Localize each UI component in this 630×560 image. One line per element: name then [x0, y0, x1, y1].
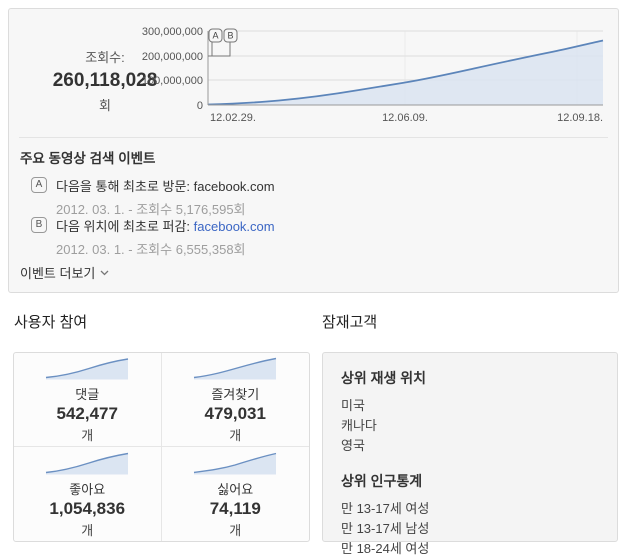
metric-label: 좋아요 — [69, 481, 106, 497]
likes-sparkline-chart — [46, 452, 129, 474]
metric-card-favorites[interactable]: 즐겨찾기 479,031 개 — [161, 353, 309, 447]
chart-line — [207, 39, 604, 106]
metric-card-likes[interactable]: 좋아요 1,054,836 개 — [14, 447, 162, 541]
y-axis-label: 0 — [197, 100, 203, 112]
demographic-item: 만 18-24세 여성 — [341, 541, 430, 556]
metric-card-dislikes[interactable]: 싫어요 74,119 개 — [162, 447, 310, 541]
metric-label: 싫어요 — [217, 481, 254, 497]
comments-sparkline-chart — [46, 358, 129, 380]
metric-unit: 개 — [229, 428, 242, 443]
metric-label: 댓글 — [75, 387, 100, 402]
metric-label: 즐겨찾기 — [211, 387, 260, 402]
favorites-sparkline-chart — [194, 357, 277, 380]
dislikes-sparkline-chart — [194, 452, 277, 474]
event-target-link-b[interactable]: facebook.com — [193, 219, 275, 234]
chart-event-marker-b-label: B — [227, 31, 233, 41]
audience-panel: 상위 재생 위치 미국 캐나다 영국 상위 인구통계 만 13-17세 여성 만… — [322, 352, 618, 556]
y-axis-label: 100,000,000 — [142, 75, 203, 87]
total-views-stat: 조회수: 260,118,028 회 — [9, 47, 201, 114]
top-locations-heading: 상위 재생 위치 — [341, 370, 427, 386]
more-events-link[interactable]: 이벤트 더보기 — [20, 263, 109, 282]
location-item: 영국 — [341, 438, 365, 453]
event-title-a: 다음을 통해 최초로 방문: facebook.com — [56, 176, 275, 195]
chart-event-marker-a[interactable]: A — [208, 28, 223, 43]
event-item-a: A 다음을 통해 최초로 방문: facebook.com 2012. 03. … — [31, 176, 275, 218]
views-label: 조회수: — [85, 50, 125, 65]
metric-card-comments[interactable]: 댓글 542,477 개 — [14, 353, 162, 447]
chevron-down-icon — [100, 270, 109, 275]
views-value: 260,118,028 — [52, 70, 158, 91]
section-divider — [19, 137, 608, 138]
audience-section-title: 잠재고객 — [322, 314, 378, 331]
views-unit: 회 — [99, 98, 111, 113]
engagement-section-title: 사용자 참여 — [14, 314, 88, 331]
event-item-b: B 다음 위치에 최초로 퍼감: facebook.com 2012. 03. … — [31, 216, 275, 258]
demographic-item: 만 13-17세 여성 — [341, 501, 430, 516]
y-axis-label: 300,000,000 — [142, 26, 203, 38]
demographic-item: 만 13-17세 남성 — [341, 521, 430, 536]
location-item: 캐나다 — [341, 418, 377, 433]
metric-value: 74,119 — [209, 498, 261, 518]
metric-value: 479,031 — [204, 404, 266, 423]
location-item: 미국 — [341, 398, 365, 413]
event-badge-b: B — [31, 217, 47, 233]
metric-unit: 개 — [81, 522, 94, 538]
x-axis-label: 12.06.09. — [382, 112, 428, 124]
metric-value: 542,477 — [56, 404, 118, 423]
overview-panel: 조회수: 260,118,028 회 A B 300,000,000 2 — [8, 8, 619, 293]
event-text-b: 다음 위치에 최초로 퍼감: — [56, 219, 194, 234]
metric-unit: 개 — [229, 522, 242, 538]
event-detail-b: 2012. 03. 1. - 조회수 6,555,358회 — [56, 242, 246, 257]
chart-area — [208, 40, 603, 105]
x-axis-label: 12.09.18. — [557, 112, 603, 124]
event-target-a: facebook.com — [193, 179, 275, 194]
event-marker-connector-b — [212, 42, 231, 57]
chart-event-marker-b[interactable]: B — [223, 28, 238, 43]
metric-unit: 개 — [81, 428, 94, 443]
chart-event-marker-a-label: A — [212, 31, 218, 41]
events-section-title: 주요 동영상 검색 이벤트 — [20, 151, 156, 166]
event-marker-connector-a — [208, 42, 213, 57]
y-axis-label: 200,000,000 — [142, 51, 203, 63]
engagement-panel: 댓글 542,477 개 즐겨찾기 479,031 개 좋아요 1,054,83… — [13, 352, 310, 542]
event-detail-a: 2012. 03. 1. - 조회수 5,176,595회 — [56, 202, 246, 217]
event-text-a: 다음을 통해 최초로 방문: — [56, 179, 194, 194]
metric-value: 1,054,836 — [49, 498, 126, 518]
more-events-label: 이벤트 더보기 — [20, 266, 96, 281]
event-badge-a: A — [31, 177, 47, 193]
top-demographics-heading: 상위 인구통계 — [341, 473, 423, 489]
event-title-b: 다음 위치에 최초로 퍼감: facebook.com — [56, 216, 275, 235]
views-trend-chart: A B 300,000,000 200,000,000 100,000,000 … — [142, 26, 604, 124]
x-axis-label: 12.02.29. — [210, 112, 256, 124]
